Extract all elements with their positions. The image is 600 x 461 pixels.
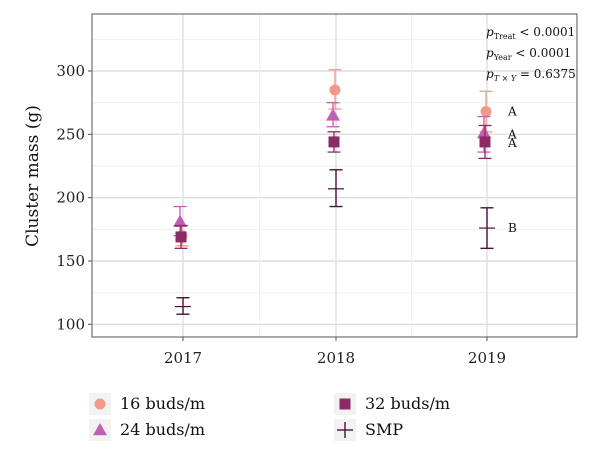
y-tick-label: 200 [56, 189, 85, 207]
data-point [329, 84, 341, 96]
significance-letter: A [507, 127, 517, 141]
p-year: pYear < 0.0001 [486, 46, 571, 62]
grid [92, 14, 577, 337]
p-year-symbol: p [486, 46, 494, 60]
data-point [175, 231, 187, 243]
p-interaction-symbol: p [486, 67, 494, 81]
panel-border [91, 13, 578, 338]
p-year-value: < 0.0001 [512, 46, 572, 60]
x-tick-label: 2018 [317, 349, 355, 367]
significance-letter: B [508, 221, 517, 235]
legend-label: 32 buds/m [365, 394, 450, 413]
legend-item-24-buds-m: 24 buds/m [89, 419, 205, 441]
legend-label: 24 buds/m [120, 420, 205, 439]
y-axis-title: Cluster mass (g) [23, 105, 43, 247]
legend-key [93, 423, 107, 436]
legend-key [339, 398, 351, 410]
p-treat-subscript: Treat [494, 32, 517, 41]
y-axis: 100 150 200 250 300 [56, 62, 92, 333]
legend-item-smp: SMP [334, 419, 403, 441]
series-32-buds-m [174, 124, 492, 249]
p-interaction-subscript: T × Y [494, 74, 517, 83]
p-treat-symbol: p [486, 25, 494, 39]
data-point [479, 136, 491, 148]
p-treat: pTreat < 0.0001 [486, 25, 575, 41]
legend-item-16-buds-m: 16 buds/m [89, 393, 205, 415]
x-tick-label: 2019 [468, 349, 506, 367]
legend-label: 16 buds/m [120, 394, 205, 413]
data-point [328, 136, 340, 148]
p-interaction-value: = 0.6375 [516, 67, 576, 81]
y-tick-label: 250 [56, 125, 85, 143]
data-point [173, 214, 187, 227]
y-tick-label: 150 [56, 252, 85, 270]
significance-letter: A [507, 136, 517, 150]
panel-background [92, 14, 577, 337]
p-interaction: pT × Y = 0.6375 [486, 67, 576, 83]
y-tick-label: 300 [56, 62, 85, 80]
data-point [480, 106, 492, 118]
legend-label: SMP [365, 420, 403, 439]
data-marks [173, 69, 495, 315]
x-tick-label: 2017 [164, 349, 202, 367]
panel-frame [91, 13, 578, 338]
p-value-annotations: pTreat < 0.0001 pYear < 0.0001 pT × Y = … [486, 25, 576, 83]
legend-item-32-buds-m: 32 buds/m [334, 393, 450, 415]
series-smp [175, 169, 495, 315]
data-point [326, 108, 340, 121]
significance-letter: A [507, 105, 517, 119]
legend-key [94, 398, 106, 410]
y-tick-label: 100 [56, 315, 85, 333]
legend: 16 buds/m 24 buds/m 32 buds/m SMP [89, 393, 450, 441]
p-year-subscript: Year [493, 53, 512, 62]
data-point [477, 126, 491, 139]
x-axis: 2017 2018 2019 [164, 337, 506, 367]
p-treat-value: < 0.0001 [516, 25, 576, 39]
